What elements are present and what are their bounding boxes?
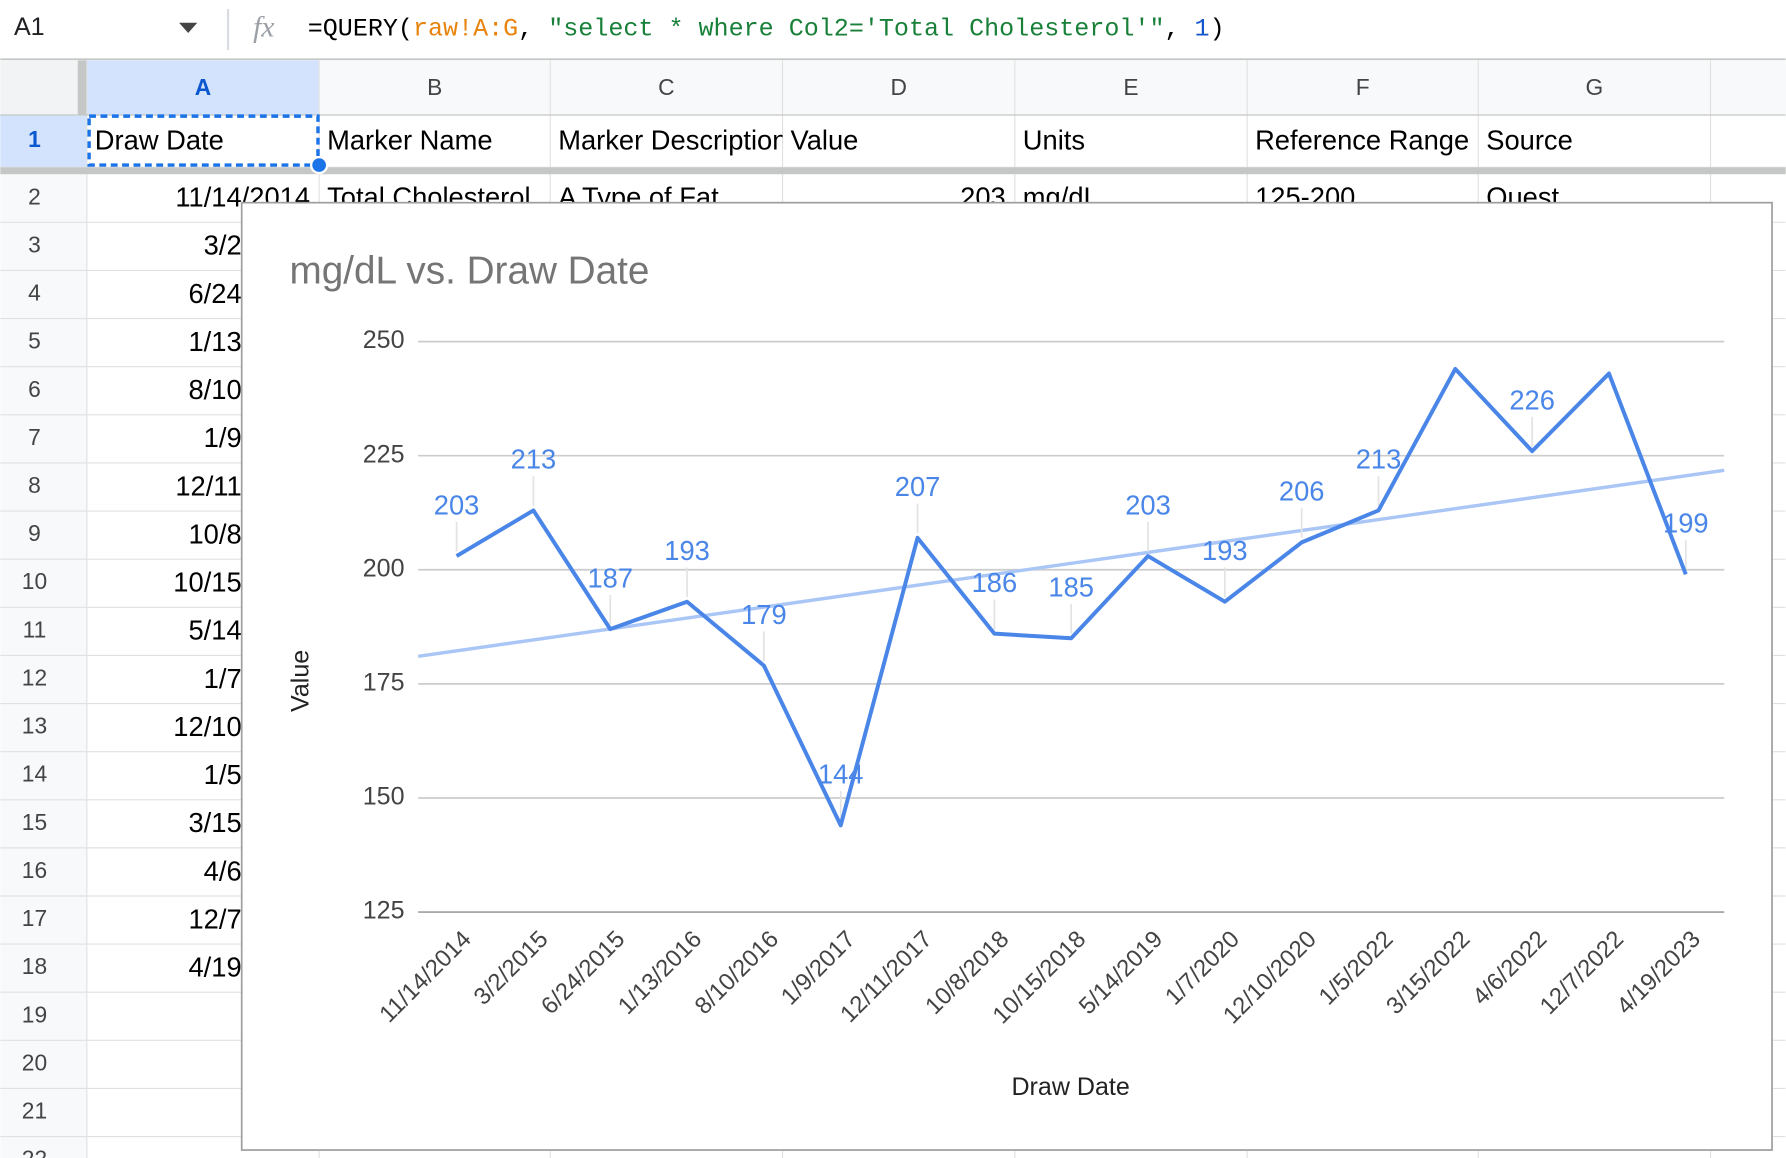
cell[interactable]: Value bbox=[791, 125, 859, 156]
row-number[interactable]: 8 bbox=[28, 472, 41, 498]
row-number[interactable]: 17 bbox=[22, 905, 47, 931]
y-tick-label: 225 bbox=[363, 440, 405, 468]
formula-token: raw!A:G bbox=[413, 14, 518, 43]
cell-text: Units bbox=[1023, 125, 1085, 156]
data-label: 213 bbox=[511, 444, 557, 475]
data-label: 144 bbox=[818, 759, 864, 790]
formula-token: "select * where Col2='Total Cholesterol'… bbox=[548, 14, 1164, 43]
column-header[interactable]: D bbox=[890, 74, 906, 100]
y-tick-label: 125 bbox=[363, 897, 405, 925]
row-number[interactable]: 13 bbox=[22, 713, 47, 739]
data-label: 193 bbox=[1202, 535, 1248, 566]
row-number[interactable]: 22 bbox=[22, 1146, 47, 1158]
x-axis-title: Draw Date bbox=[1011, 1073, 1129, 1101]
fill-handle[interactable] bbox=[310, 155, 329, 175]
formula-token: 1 bbox=[1195, 14, 1210, 43]
row-number[interactable]: 3 bbox=[28, 231, 41, 257]
cell[interactable]: Units bbox=[1023, 125, 1085, 156]
chart-frame bbox=[240, 201, 1773, 1151]
data-line bbox=[455, 366, 1688, 828]
y-tick-label: 175 bbox=[363, 668, 405, 696]
cell-text: Marker Description bbox=[558, 125, 787, 156]
row-number[interactable]: 11 bbox=[23, 616, 47, 642]
row-number[interactable]: 15 bbox=[22, 809, 47, 835]
cell[interactable]: Marker Description bbox=[558, 125, 787, 156]
formula-token: =QUERY( bbox=[308, 14, 413, 43]
data-label: 213 bbox=[1356, 444, 1402, 475]
y-axis-title: Value bbox=[287, 650, 315, 712]
row-number[interactable]: 4 bbox=[28, 280, 41, 306]
column-header[interactable]: E bbox=[1123, 74, 1138, 100]
data-label: 206 bbox=[1279, 476, 1325, 507]
row-number[interactable]: 20 bbox=[22, 1049, 47, 1075]
data-label: 207 bbox=[895, 471, 941, 502]
data-label: 203 bbox=[434, 489, 480, 520]
select-all-corner[interactable] bbox=[0, 60, 81, 116]
cell-text: Reference Range bbox=[1255, 125, 1469, 156]
data-label: 187 bbox=[587, 562, 633, 593]
formula-text[interactable]: =QUERY(raw!A:G, "select * where Col2='To… bbox=[308, 14, 1225, 43]
row-number[interactable]: 9 bbox=[28, 520, 41, 546]
y-tick-label: 150 bbox=[363, 783, 405, 811]
cell[interactable]: Source bbox=[1486, 125, 1573, 156]
cell-text: Source bbox=[1486, 125, 1573, 156]
active-row-header bbox=[0, 115, 87, 168]
column-header[interactable]: B bbox=[427, 74, 442, 100]
row-number[interactable]: 21 bbox=[22, 1098, 47, 1124]
chart-title: mg/dL vs. Draw Date bbox=[290, 249, 650, 292]
row-number[interactable]: 16 bbox=[22, 857, 47, 883]
row-number[interactable]: 6 bbox=[28, 376, 41, 402]
data-label: 199 bbox=[1663, 508, 1709, 539]
formula-token: , bbox=[518, 14, 548, 43]
frozen-col-bar bbox=[77, 60, 87, 116]
frozen-row-bar bbox=[0, 167, 1786, 175]
row-number[interactable]: 1 bbox=[28, 126, 41, 152]
column-header[interactable]: A bbox=[195, 74, 211, 100]
cell-text: Value bbox=[791, 125, 859, 156]
data-label: 226 bbox=[1509, 384, 1555, 415]
row-number[interactable]: 18 bbox=[22, 953, 47, 979]
selected-cell bbox=[87, 114, 320, 167]
name-box-dropdown[interactable] bbox=[179, 22, 198, 34]
active-col-header bbox=[86, 60, 320, 116]
name-box[interactable]: A1 bbox=[14, 13, 45, 41]
row-number[interactable]: 10 bbox=[22, 568, 47, 594]
row-number[interactable]: 19 bbox=[22, 1001, 47, 1027]
formula-token: ) bbox=[1210, 14, 1225, 43]
cell[interactable]: Draw Date bbox=[95, 125, 224, 156]
row-number[interactable]: 2 bbox=[28, 183, 41, 209]
y-tick-label: 250 bbox=[363, 326, 405, 354]
data-label: 186 bbox=[972, 567, 1018, 598]
fx-icon: fx bbox=[253, 11, 274, 43]
row-header-bar bbox=[0, 115, 87, 1158]
cell[interactable]: Reference Range bbox=[1255, 125, 1469, 156]
column-header[interactable]: G bbox=[1586, 74, 1604, 100]
column-header[interactable]: C bbox=[658, 74, 674, 100]
chart[interactable]: mg/dL vs. Draw Date Value Draw Date 125 150 1… bbox=[240, 201, 1773, 1151]
trendline bbox=[417, 468, 1725, 659]
row-number[interactable]: 12 bbox=[22, 664, 47, 690]
data-label: 179 bbox=[741, 599, 787, 630]
formula-token: , bbox=[1165, 14, 1195, 43]
data-label: 203 bbox=[1125, 489, 1171, 520]
data-label: 185 bbox=[1048, 571, 1094, 602]
cell[interactable]: Marker Name bbox=[327, 125, 492, 156]
data-label: 193 bbox=[664, 535, 710, 566]
cell-text: Draw Date bbox=[95, 125, 224, 156]
row-number[interactable]: 5 bbox=[28, 328, 41, 354]
row-number[interactable]: 7 bbox=[28, 424, 41, 450]
column-header[interactable]: F bbox=[1356, 74, 1370, 100]
y-tick-label: 200 bbox=[363, 554, 405, 582]
row-number[interactable]: 14 bbox=[22, 761, 47, 787]
cell-text: Marker Name bbox=[327, 125, 492, 156]
